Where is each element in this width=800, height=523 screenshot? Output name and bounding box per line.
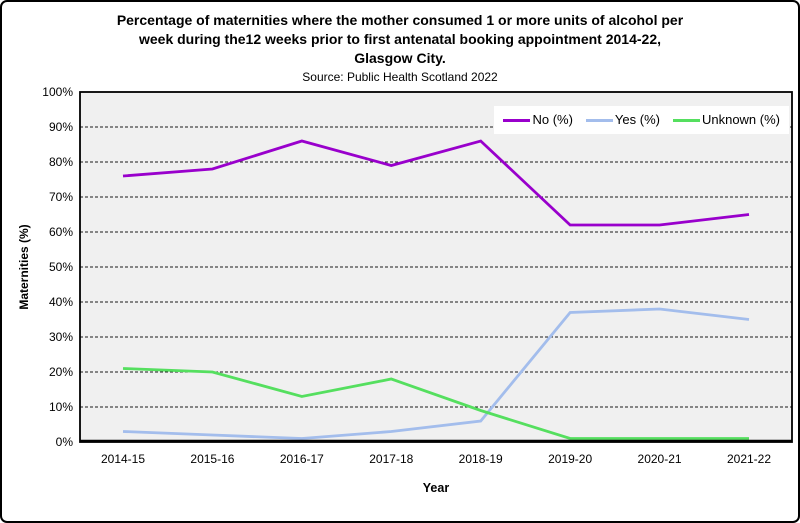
x-tick-label: 2020-21: [637, 452, 682, 466]
legend-line-icon: [672, 118, 700, 122]
legend-item: Unknown (%): [672, 111, 780, 129]
legend-item: No (%): [503, 111, 573, 129]
chart-subtitle: Source: Public Health Scotland 2022: [302, 70, 498, 84]
chart-title-line-2: week during the12 weeks prior to first a…: [138, 31, 661, 47]
x-tick-label: 2018-19: [458, 452, 503, 466]
legend-label: Unknown (%): [701, 112, 780, 127]
y-tick-label: 100%: [42, 85, 73, 99]
x-tick-label: 2017-18: [369, 452, 414, 466]
x-tick-label: 2016-17: [279, 452, 324, 466]
chart-canvas: [79, 91, 793, 443]
legend-item: Yes (%): [585, 111, 660, 129]
legend-label: No (%): [532, 112, 573, 127]
y-tick-label: 20%: [48, 365, 73, 379]
y-tick-label: 80%: [48, 155, 73, 169]
plot-area: No (%) Yes (%) Unknown (%): [79, 91, 793, 443]
series-line-yes: [122, 307, 750, 440]
series-line-no: [122, 139, 750, 227]
legend-line-icon: [585, 118, 613, 122]
x-tick-label: 2014-15: [100, 452, 146, 466]
y-tick-label: 90%: [48, 120, 73, 134]
x-tick-label: 2015-16: [190, 452, 235, 466]
legend-label: Yes (%): [614, 112, 660, 127]
x-axis-title: Year: [422, 481, 450, 495]
y-tick-label: 30%: [48, 330, 73, 344]
y-tick-label: 40%: [48, 295, 73, 309]
legend: No (%) Yes (%) Unknown (%): [494, 106, 789, 134]
series-line-unknown: [122, 367, 749, 440]
chart-title-line-1: Percentage of maternities where the moth…: [116, 12, 684, 28]
y-tick-label: 0%: [55, 435, 73, 449]
y-tick-label: 50%: [48, 260, 73, 274]
y-tick-label: 70%: [48, 190, 73, 204]
legend-line-icon: [503, 118, 531, 122]
y-tick-label: 10%: [48, 400, 73, 414]
chart-header: Percentage of maternities where the moth…: [2, 11, 798, 86]
x-tick-label: 2021-22: [726, 452, 772, 466]
y-tick-label: 60%: [48, 225, 73, 239]
x-tick-label: 2019-20: [548, 452, 593, 466]
chart-title-line-3: Glasgow City.: [354, 50, 446, 66]
